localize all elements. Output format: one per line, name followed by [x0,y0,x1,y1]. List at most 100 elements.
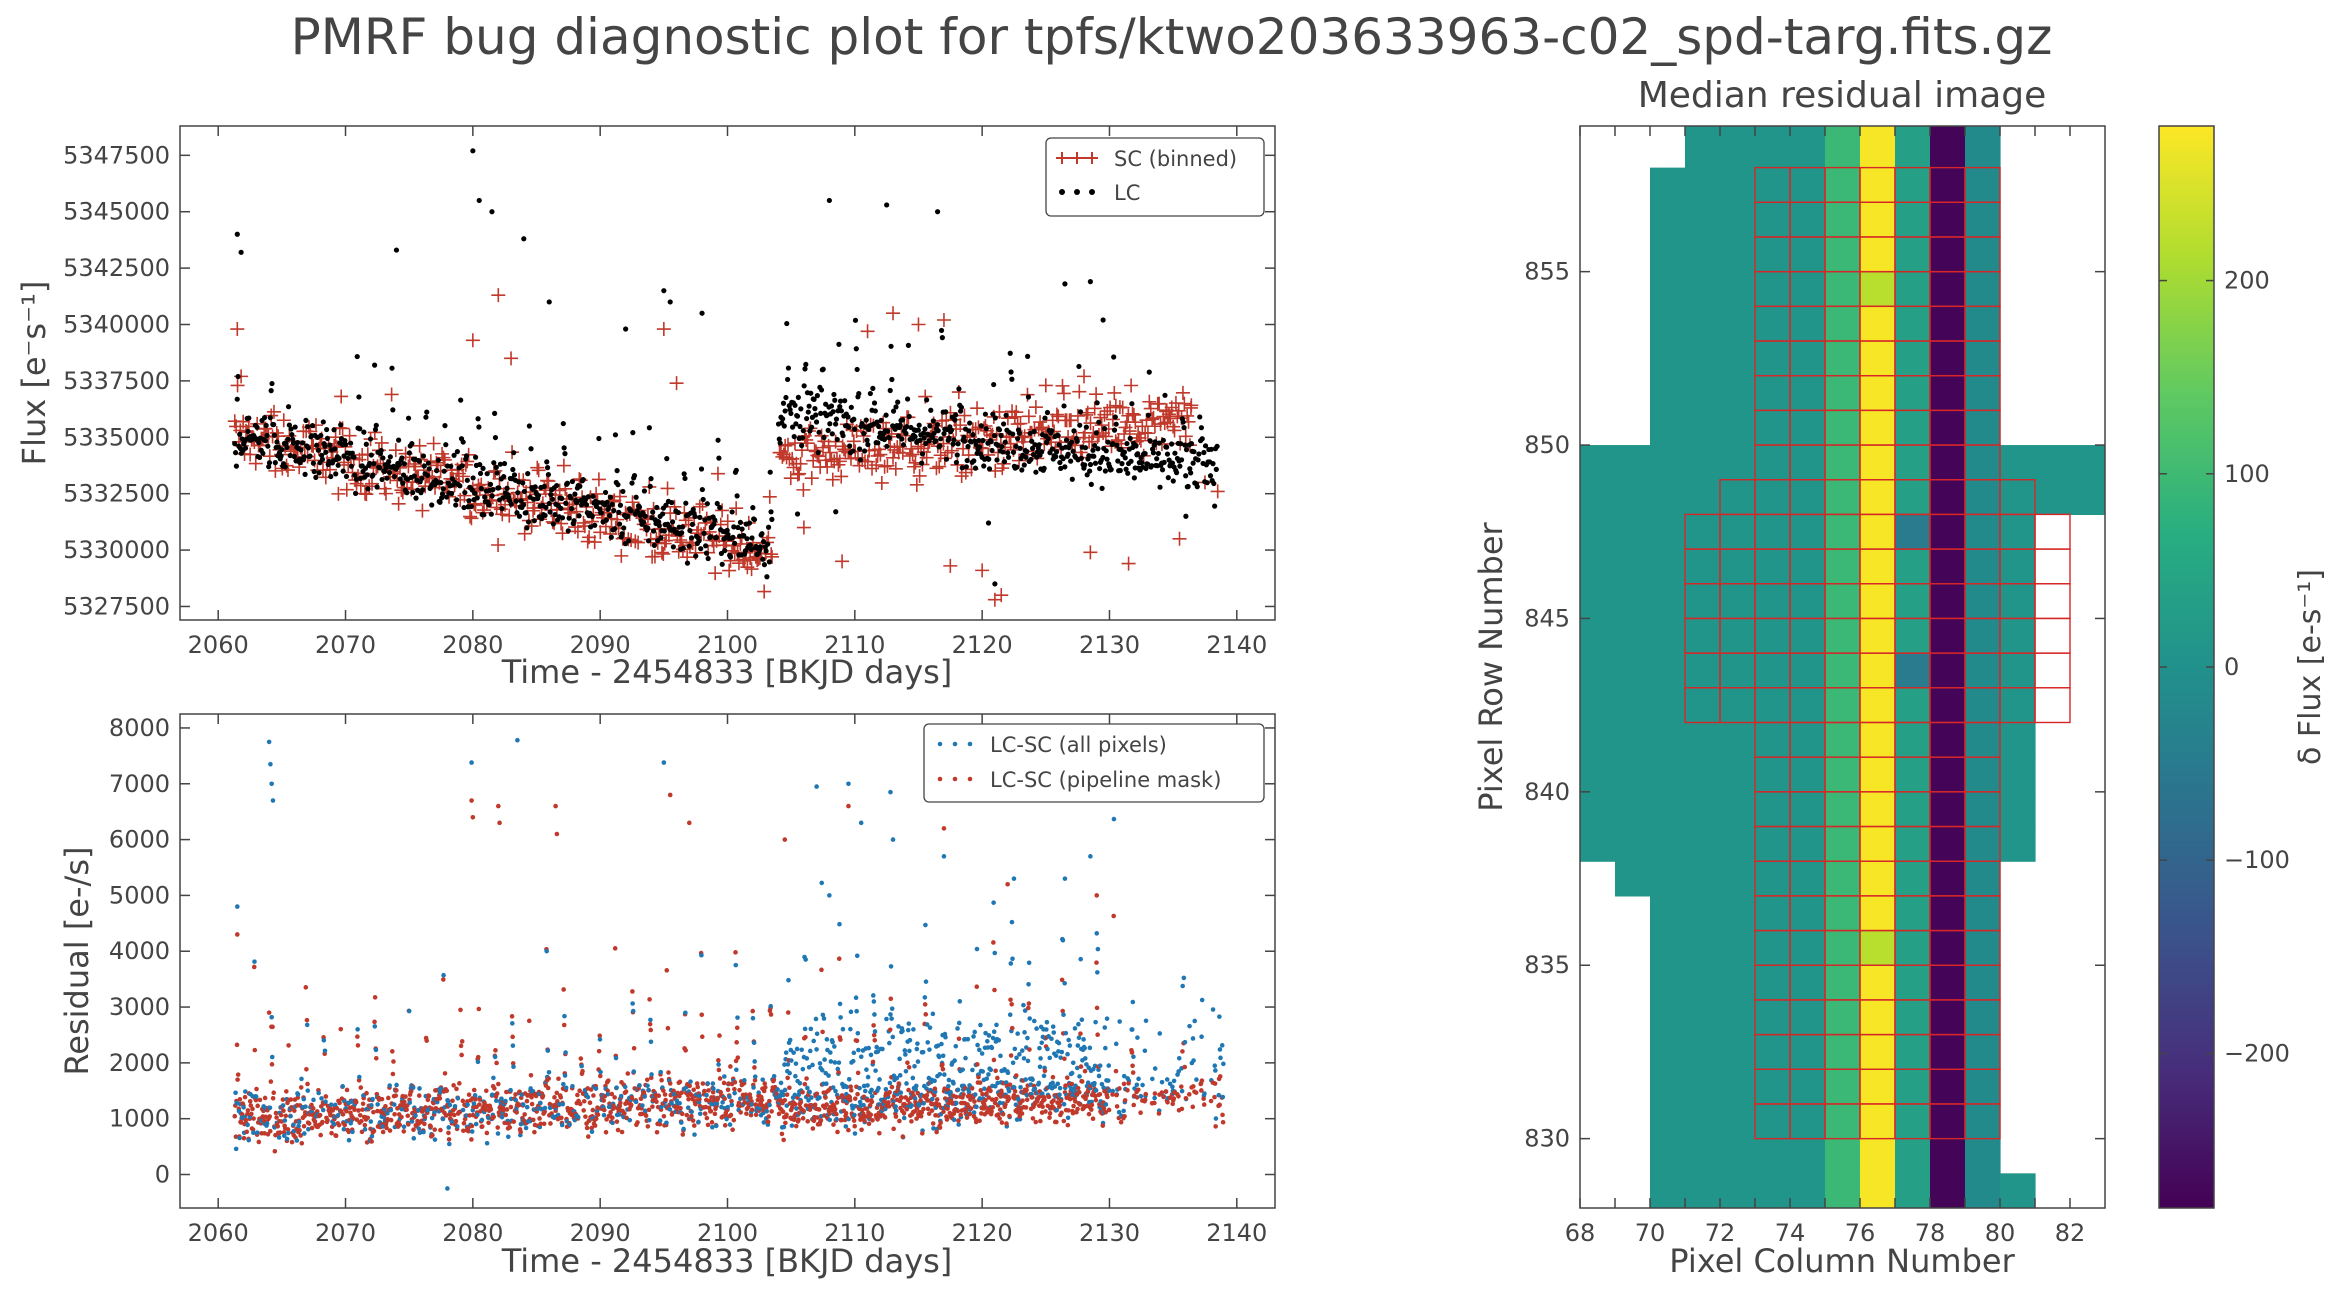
sc-binned-point [765,549,780,564]
pipeline-mask-point [509,1014,515,1019]
pixel-cell [1615,861,1651,897]
all-pixels-point [357,1074,362,1080]
pixel-cell [1825,791,1861,828]
lc-point [935,428,941,434]
all-pixels-point [1132,1086,1137,1091]
sc-binned-point [905,447,920,462]
sc-binned-point [504,351,519,366]
pixel-cell [1650,1069,1686,1105]
lc-point [872,408,878,414]
lc-point [964,457,970,464]
lc-point [741,533,747,539]
pipeline-mask-point [441,977,446,982]
all-pixels-point [1010,1060,1016,1066]
pipeline-mask-point [317,1112,323,1118]
lc-point [484,471,490,477]
pixel-cell [1930,1069,1966,1105]
lc-point [562,451,568,457]
lc-point [864,437,870,443]
pipeline-mask-point [924,1092,930,1098]
pipeline-mask-point [429,1106,435,1112]
all-pixels-point [605,1091,611,1097]
all-pixels-point [846,1116,851,1122]
lc-point [393,247,400,253]
lc-point [802,366,808,372]
lc-point [926,438,932,444]
all-pixels-point [850,1058,856,1064]
sc-binned-point [828,434,843,449]
all-pixels-point [1110,1088,1116,1094]
lc-point [777,440,783,446]
lc-point [1121,449,1128,455]
lc-point [1117,467,1123,474]
all-pixels-point [445,1186,450,1191]
pipeline-mask-point [272,1149,278,1154]
lc-point [1119,461,1125,467]
sc-binned-point [656,322,671,337]
legend-label-pipeline-mask: LC-SC (pipeline mask) [990,768,1221,792]
lc-point [760,556,766,562]
lc-point [573,499,580,506]
lc-point [290,436,296,442]
pipeline-mask-point [677,1093,682,1099]
all-pixels-point [1060,938,1066,943]
lc-point [396,461,403,468]
pipeline-mask-point [847,1097,853,1103]
pipeline-mask-point [815,1115,820,1120]
all-pixels-point [971,1034,976,1039]
lc-point [1005,454,1012,460]
all-pixels-point [827,893,832,898]
pipeline-mask-point [235,1077,240,1082]
all-pixels-point [817,1061,823,1066]
pipeline-mask-point [800,1089,805,1095]
all-pixels-point [1213,1116,1219,1121]
all-pixels-point [900,1028,905,1034]
pipeline-mask-point [958,1112,963,1118]
pipeline-mask-point [306,1121,312,1126]
y-tick-label: 3000 [109,993,170,1021]
all-pixels-point [807,1048,813,1054]
lc-point [592,522,598,528]
pipeline-mask-point [425,1097,431,1103]
all-pixels-point [640,1103,645,1108]
pixel-cell [1720,1103,1756,1140]
residual-x-axis-label: Time - 2454833 [BKJD days] [501,1242,953,1280]
pixel-cell [1790,549,1826,585]
pipeline-mask-point [581,1098,587,1104]
pipeline-mask-point [1042,1068,1048,1074]
lc-point [717,504,723,511]
all-pixels-point [1007,1012,1013,1018]
lc-point [714,500,720,507]
pipeline-mask-point [360,1101,366,1107]
pipeline-mask-point [442,1071,448,1076]
all-pixels-point [875,1049,881,1054]
all-pixels-point [834,1116,839,1122]
pipeline-mask-point [871,1032,877,1038]
lc-point [463,453,470,459]
pipeline-mask-point [1020,1098,1025,1103]
pipeline-mask-point [732,1086,737,1092]
sc-binned-point [888,461,903,476]
pipeline-mask-point [303,985,309,990]
lc-point [303,417,309,423]
lc-point [782,408,788,414]
pixel-cell [1930,999,1966,1036]
pipeline-mask-point [699,1034,705,1039]
pixel-cell [1790,965,1826,1001]
sc-binned-point [909,477,924,492]
pipeline-mask-point [372,995,378,1000]
pipeline-mask-point [488,1107,494,1112]
lc-point [319,456,326,462]
sc-binned-point [423,454,438,469]
all-pixels-point [871,999,877,1004]
pipeline-mask-point [602,1107,607,1113]
lc-point [722,548,728,554]
pipeline-mask-point [484,1130,490,1136]
pipeline-mask-point [691,1123,697,1128]
all-pixels-point [951,1117,957,1123]
pipeline-mask-point [590,1107,596,1113]
lc-point [861,430,867,437]
pixel-cell [1685,1138,1721,1174]
lc-point [234,396,240,402]
lc-point [757,544,763,550]
